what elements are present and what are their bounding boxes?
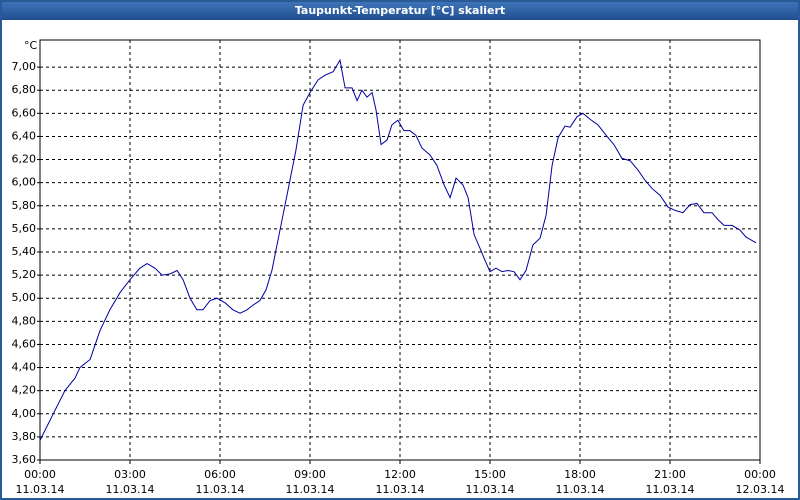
x-tick-label: 09:00	[294, 468, 326, 481]
x-tick-date: 11.03.14	[286, 483, 335, 496]
x-tick-date: 11.03.14	[376, 483, 425, 496]
x-tick-date: 11.03.14	[106, 483, 155, 496]
x-tick-label: 21:00	[654, 468, 686, 481]
x-tick-date: 11.03.14	[556, 483, 605, 496]
y-tick-label: 5,20	[12, 268, 37, 281]
x-tick-date: 11.03.14	[466, 483, 515, 496]
x-tick-label: 15:00	[474, 468, 506, 481]
y-tick-label: 5,80	[12, 199, 37, 212]
y-tick-label: 6,40	[12, 129, 37, 142]
y-tick-label: 4,40	[12, 361, 37, 374]
y-tick-label: 3,60	[12, 453, 37, 466]
y-tick-label: 6,80	[12, 83, 37, 96]
x-tick-label: 18:00	[564, 468, 596, 481]
y-tick-label: 4,80	[12, 314, 37, 327]
y-tick-label: 6,20	[12, 153, 37, 166]
x-tick-date: 11.03.14	[646, 483, 695, 496]
x-tick-label: 06:00	[204, 468, 236, 481]
x-tick-date: 11.03.14	[196, 483, 245, 496]
y-tick-label: 6,00	[12, 176, 37, 189]
x-tick-date: 12.03.14	[736, 483, 785, 496]
x-tick-label: 00:00	[24, 468, 56, 481]
plot-frame	[39, 39, 761, 461]
y-unit: °C	[24, 39, 38, 52]
y-tick-label: 6,60	[12, 106, 37, 119]
y-tick-label: 3,80	[12, 430, 37, 443]
y-tick-label: 5,60	[12, 222, 37, 235]
x-tick-label: 00:00	[744, 468, 776, 481]
y-tick-label: 7,00	[12, 60, 37, 73]
y-tick-label: 5,40	[12, 245, 37, 258]
data-line	[39, 58, 757, 441]
y-tick-label: 5,00	[12, 291, 37, 304]
title-bar: Taupunkt-Temperatur [°C] skaliert	[2, 2, 798, 20]
x-tick-date: 11.03.14	[16, 483, 65, 496]
y-tick-label: 4,60	[12, 337, 37, 350]
y-tick-label: 4,20	[12, 384, 37, 397]
y-tick-label: 4,00	[12, 407, 37, 420]
x-tick-label: 03:00	[114, 468, 146, 481]
x-tick-label: 12:00	[384, 468, 416, 481]
